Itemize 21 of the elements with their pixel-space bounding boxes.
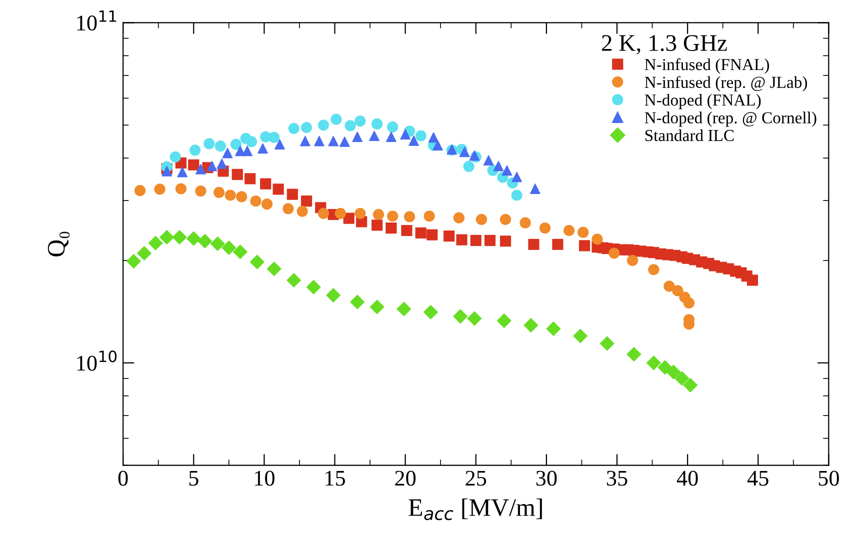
legend-label: N-infused (FNAL) — [644, 58, 770, 74]
x-tick-label: 20 — [395, 470, 416, 486]
legend-label: N-doped (FNAL) — [644, 94, 761, 110]
y-tick-label: 10$^{11}$ — [77, 10, 116, 31]
x-tick-label: 15 — [326, 470, 345, 486]
y-tick-label: 10$^{10}$ — [77, 350, 117, 371]
legend-label: N-doped (rep. @ Cornell) — [644, 112, 816, 127]
x-tick-label: 40 — [676, 470, 698, 486]
x-tick-label: 30 — [536, 470, 557, 486]
x-tick-label: 25 — [466, 470, 486, 486]
legend-title: 2 K, 1.3 GHz — [602, 35, 727, 54]
x-tick-label: 10 — [255, 470, 274, 486]
legend-label: N-infused (rep. @ JLab) — [644, 76, 808, 92]
y-axis-title: Q₀ — [48, 232, 70, 256]
x-tick-label: 35 — [606, 470, 628, 486]
x-axis-title: E$_{acc}$ [MV/m] — [408, 498, 542, 520]
x-tick-label: 45 — [747, 470, 768, 486]
legend-label: Standard ILC — [645, 129, 734, 142]
x-tick-label: 0 — [118, 470, 128, 486]
x-tick-label: 5 — [189, 470, 198, 486]
x-tick-label: 50 — [818, 470, 839, 486]
